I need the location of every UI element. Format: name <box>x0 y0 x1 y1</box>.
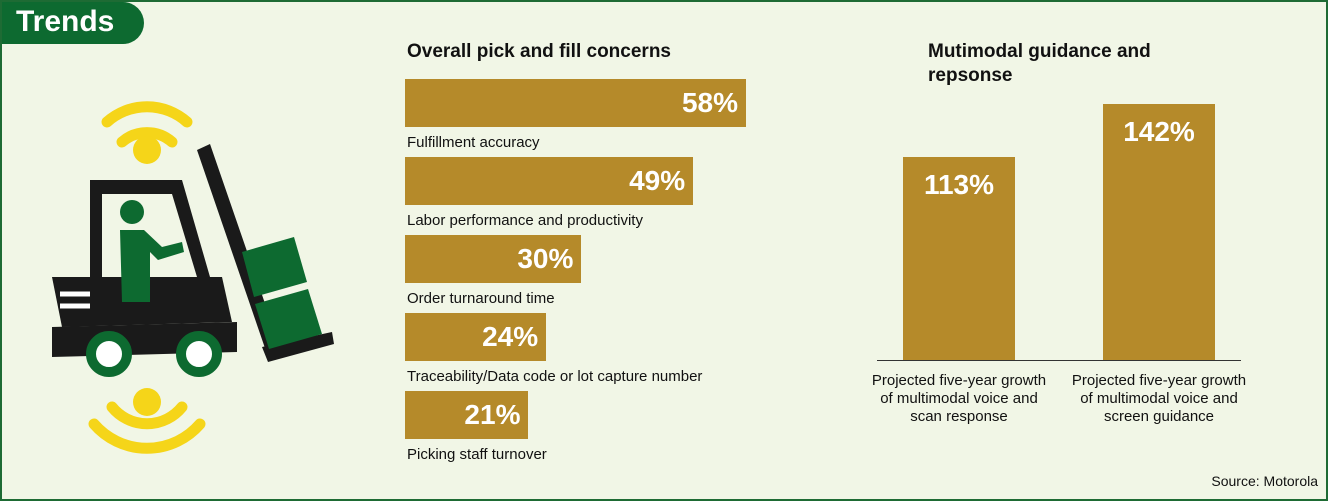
category-label: Labor performance and productivity <box>407 212 643 229</box>
value-label: 113% <box>903 169 1015 201</box>
value-label: 24% <box>405 321 538 353</box>
value-label: 58% <box>405 87 738 119</box>
chart-title: Overall pick and fill concerns <box>407 40 671 64</box>
forklift-illustration <box>32 72 352 492</box>
baseline <box>877 360 1241 361</box>
category-label: Order turnaround time <box>407 290 555 307</box>
value-label: 21% <box>405 399 520 431</box>
value-label: 142% <box>1103 116 1215 148</box>
value-label: 49% <box>405 165 685 197</box>
section-tab: Trends <box>2 2 144 44</box>
infographic: Trends Overall pick and fill con <box>0 0 1328 501</box>
category-label: Traceability/Data code or lot capture nu… <box>407 368 702 385</box>
category-label: Projected five-year growth of multimodal… <box>1069 372 1249 426</box>
category-label: Projected five-year growth of multimodal… <box>869 372 1049 426</box>
category-label: Fulfillment accuracy <box>407 134 540 151</box>
value-label: 30% <box>405 243 573 275</box>
source-note: Source: Motorola <box>1211 473 1318 489</box>
chart-title: Mutimodal guidance and repsonse <box>928 40 1168 88</box>
category-label: Picking staff turnover <box>407 446 547 463</box>
